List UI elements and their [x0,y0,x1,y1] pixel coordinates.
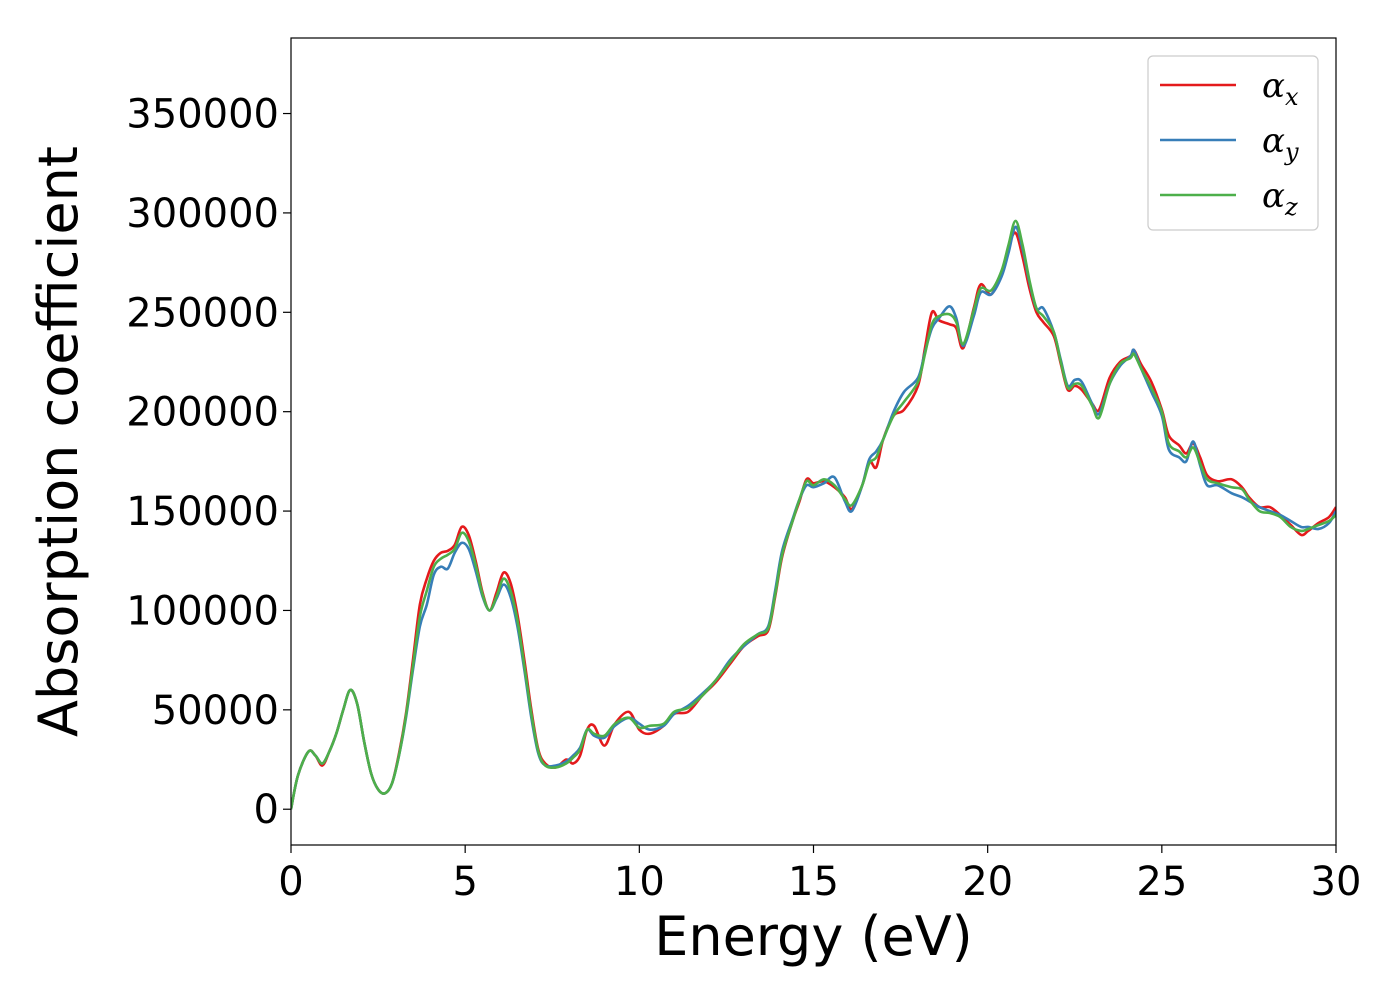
x-tick-label: 0 [278,859,303,905]
legend-label-x: αx [1262,66,1299,111]
y-tick-label: 0 [254,787,279,833]
series-line-y [291,225,1336,810]
x-tick-label: 10 [614,859,665,905]
x-tick-label: 25 [1136,859,1187,905]
x-axis-title: Energy (eV) [654,905,973,968]
y-tick-label: 300000 [126,191,279,237]
x-tick-label: 30 [1311,859,1362,905]
y-tick-label: 100000 [126,588,279,634]
x-tick-label: 15 [788,859,839,905]
series-line-x [291,231,1336,810]
x-tick-label: 5 [452,859,477,905]
y-tick-label: 50000 [152,688,279,734]
y-tick-label: 150000 [126,489,279,535]
y-tick-label: 200000 [126,390,279,436]
plot-lines [291,219,1336,810]
x-tick-label: 20 [962,859,1013,905]
x-axis-ticks: 0 5 10 15 20 25 30 [278,845,1361,905]
legend-box [1147,55,1319,231]
legend-label-y: αy [1262,121,1299,166]
y-axis-ticks: 0 50000 100000 150000 200000 250000 300000 3500… [126,92,291,833]
legend: αx αy αz [1147,55,1319,231]
legend-label-z: αz [1262,176,1298,221]
y-tick-label: 250000 [126,290,279,336]
series-line-z [291,219,1336,810]
y-axis-title: Absorption coefficient [27,146,90,737]
y-tick-label: 350000 [126,92,279,138]
